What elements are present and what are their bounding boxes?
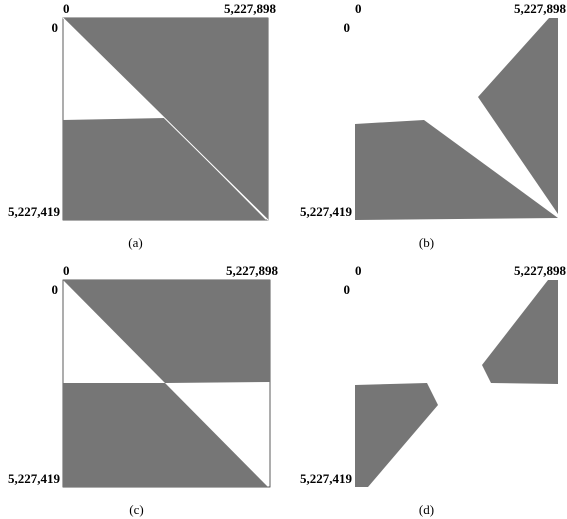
x-start-label: 0 <box>355 263 362 278</box>
labels: 0 5,227,898 0 5,227,419 (a) 0 5,227,898 0 5,227,… <box>8 1 567 517</box>
region <box>482 280 558 384</box>
x-end-label: 5,227,898 <box>514 1 567 16</box>
x-end-label: 5,227,898 <box>226 263 279 278</box>
x-start-label: 0 <box>63 263 70 278</box>
region <box>63 280 270 383</box>
region <box>355 120 558 220</box>
caption: (d) <box>419 502 434 517</box>
caption: (b) <box>419 235 434 250</box>
y-end-label: 5,227,419 <box>300 471 353 486</box>
y-start-label: 0 <box>344 20 351 35</box>
region <box>355 383 438 487</box>
x-end-label: 5,227,898 <box>224 1 277 16</box>
y-start-label: 0 <box>52 282 59 297</box>
region <box>63 118 266 220</box>
y-end-label: 5,227,419 <box>8 204 61 219</box>
caption: (c) <box>129 502 143 517</box>
y-start-label: 0 <box>52 20 59 35</box>
caption: (a) <box>128 235 142 250</box>
x-end-label: 5,227,898 <box>514 263 567 278</box>
region <box>63 383 268 487</box>
x-start-label: 0 <box>355 1 362 16</box>
region <box>478 18 558 214</box>
y-start-label: 0 <box>344 282 351 297</box>
shapes <box>62 17 558 488</box>
x-start-label: 0 <box>63 1 70 16</box>
y-end-label: 5,227,419 <box>8 471 61 486</box>
divider <box>62 17 269 221</box>
y-end-label: 5,227,419 <box>300 204 353 219</box>
